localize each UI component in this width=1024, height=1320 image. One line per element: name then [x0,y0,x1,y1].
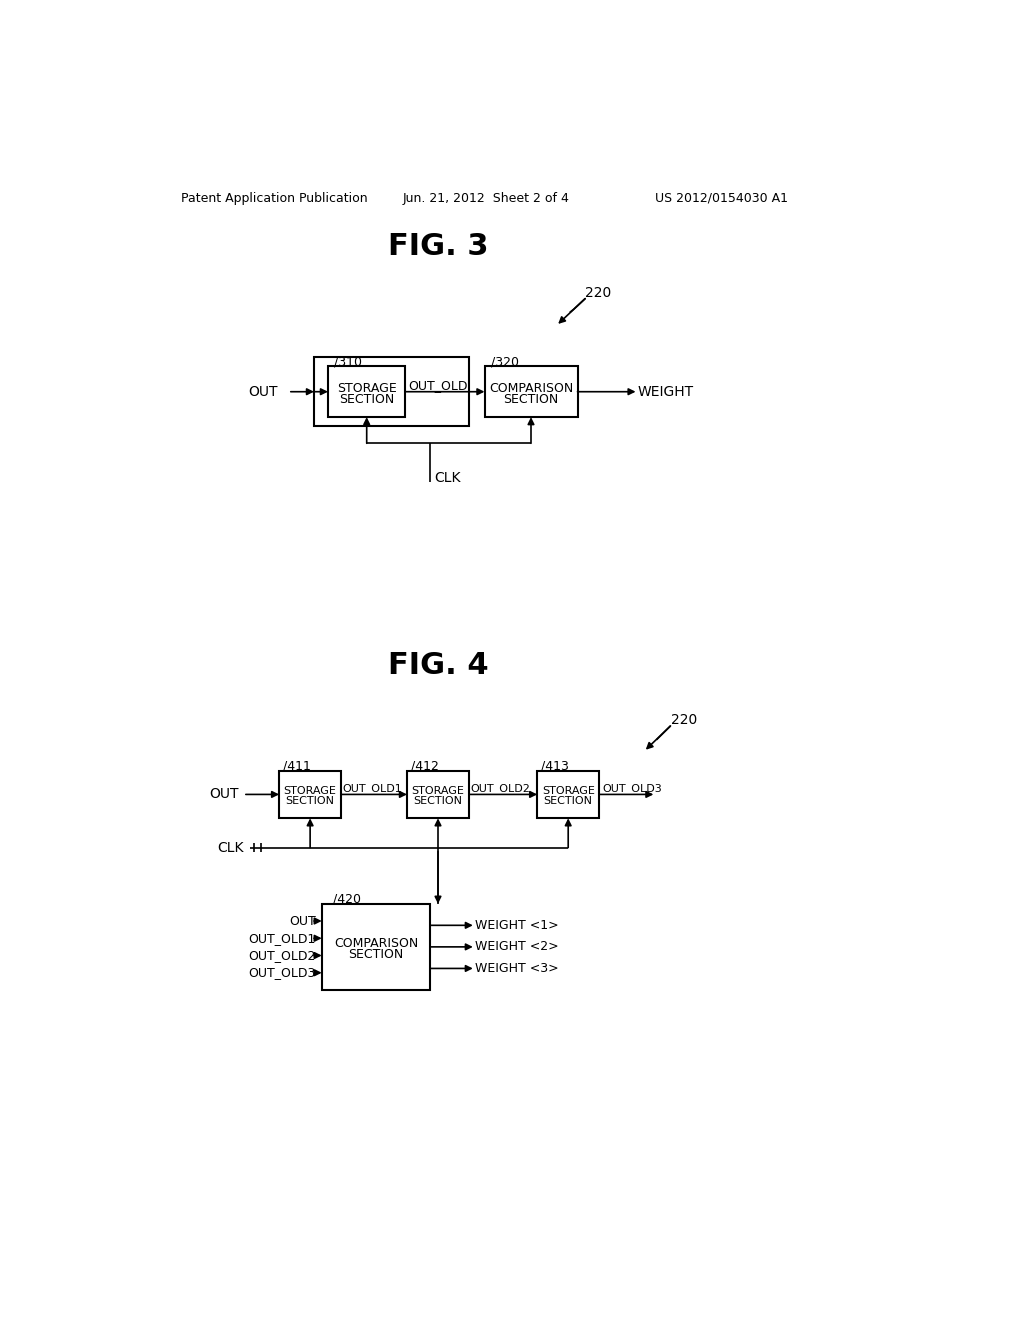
Text: /310: /310 [334,355,362,368]
Text: FIG. 4: FIG. 4 [388,651,488,680]
Text: OUT_OLD3: OUT_OLD3 [248,966,315,979]
Bar [407,771,469,818]
Text: WEIGHT <1>: WEIGHT <1> [475,919,559,932]
Text: OUT_OLD1: OUT_OLD1 [343,783,402,793]
Text: Patent Application Publication: Patent Application Publication [180,191,368,205]
Text: /413: /413 [541,759,569,772]
Text: /420: /420 [334,892,361,906]
Text: OUT_OLD2: OUT_OLD2 [248,949,315,962]
Text: SECTION: SECTION [504,393,559,407]
Text: OUT_OLD: OUT_OLD [408,379,467,392]
Bar [280,771,341,818]
Text: Jun. 21, 2012  Sheet 2 of 4: Jun. 21, 2012 Sheet 2 of 4 [403,191,570,205]
Text: COMPARISON: COMPARISON [488,381,573,395]
Text: SECTION: SECTION [348,948,403,961]
Text: STORAGE: STORAGE [542,785,595,796]
Text: OUT: OUT [248,384,278,399]
Text: OUT: OUT [209,788,239,801]
Text: SECTION: SECTION [544,796,593,807]
Bar [538,771,599,818]
Text: STORAGE: STORAGE [412,785,465,796]
Text: STORAGE: STORAGE [337,381,396,395]
Text: STORAGE: STORAGE [284,785,337,796]
Text: OUT: OUT [289,915,315,928]
Text: FIG. 3: FIG. 3 [388,232,488,261]
Bar [314,358,469,426]
Text: /412: /412 [411,759,438,772]
Text: WEIGHT: WEIGHT [638,384,694,399]
Bar [322,904,430,990]
Text: COMPARISON: COMPARISON [334,936,418,949]
Text: /320: /320 [490,355,519,368]
Text: 220: 220 [586,286,611,300]
Text: OUT_OLD3: OUT_OLD3 [602,783,663,793]
Text: OUT_OLD2: OUT_OLD2 [471,783,530,793]
Text: US 2012/0154030 A1: US 2012/0154030 A1 [655,191,788,205]
Text: OUT_OLD1: OUT_OLD1 [248,932,315,945]
Bar [484,367,578,417]
Text: SECTION: SECTION [414,796,463,807]
Text: CLK: CLK [434,471,461,484]
Text: WEIGHT <2>: WEIGHT <2> [475,940,559,953]
Text: SECTION: SECTION [339,393,394,407]
Text: WEIGHT <3>: WEIGHT <3> [475,962,559,975]
Text: 220: 220 [671,714,696,727]
Bar [328,367,406,417]
Text: SECTION: SECTION [286,796,335,807]
Text: CLK: CLK [217,841,244,854]
Text: /411: /411 [283,759,311,772]
